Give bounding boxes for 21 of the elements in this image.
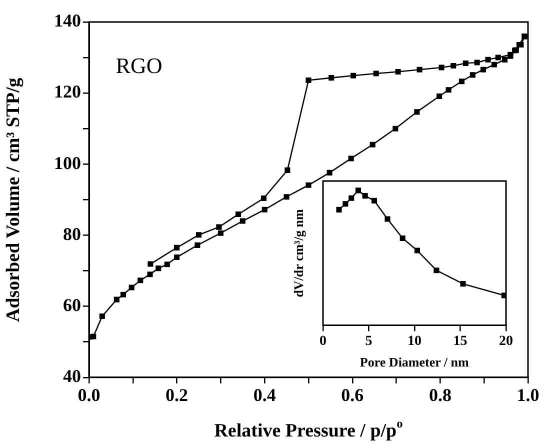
y-tick-label: 120	[54, 82, 81, 102]
y-axis-title: dV/dr cm³/g nm	[291, 208, 306, 298]
x-tick-label: 10	[408, 334, 422, 350]
y-axis-title: Adsorbed Volume / cm³ STP/g	[3, 77, 24, 322]
x-tick-label: 15	[453, 334, 468, 350]
x-tick-label: 5	[365, 334, 372, 350]
y-tick-label: 140	[54, 10, 81, 31]
x-tick-label: 0.4	[253, 384, 276, 405]
x-tick-label: 1.0	[516, 384, 540, 405]
annotation: RGO	[116, 52, 162, 78]
x-tick-label: 0.8	[428, 384, 452, 405]
x-tick-label: 0.2	[166, 384, 188, 405]
x-axis-title: Pore Diameter / nm	[360, 354, 470, 370]
x-tick-label: 20	[499, 334, 513, 350]
y-tick-label: 80	[63, 224, 81, 244]
x-tick-label: 0.6	[341, 384, 364, 405]
y-tick-label: 100	[54, 152, 81, 173]
y-tick-label: 60	[63, 294, 81, 315]
x-tick-label: 0.0	[78, 384, 100, 405]
y-tick-label: 40	[63, 366, 81, 386]
x-tick-label: 0	[320, 334, 326, 350]
